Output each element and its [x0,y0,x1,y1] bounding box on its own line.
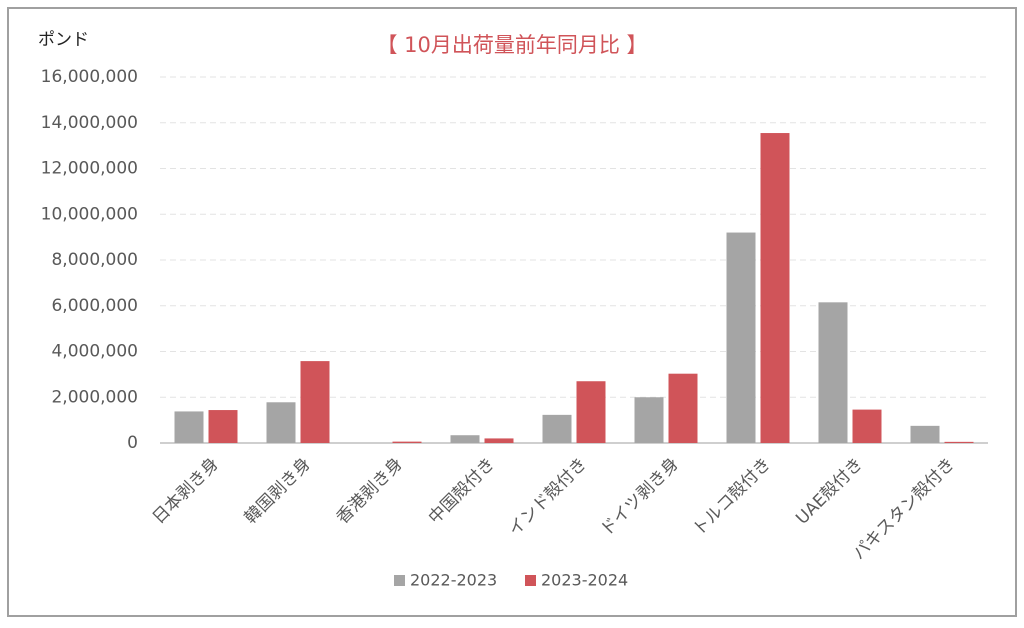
legend-swatch [525,575,536,586]
bar [634,397,664,443]
bar [484,438,514,443]
bar [818,302,848,443]
y-tick-label: 2,000,000 [51,387,138,407]
bar [174,411,204,443]
legend-label: 2023-2024 [541,571,628,590]
bar [300,361,330,443]
y-tick-label: 12,000,000 [41,159,138,179]
y-tick-label: 6,000,000 [51,296,138,316]
bar [208,410,238,443]
bar [450,435,480,443]
bar [726,232,756,443]
bar [910,425,940,443]
bar [542,414,572,443]
bar [266,402,296,443]
y-tick-label: 8,000,000 [51,250,138,270]
y-tick-label: 4,000,000 [51,342,138,362]
y-tick-label: 16,000,000 [41,67,138,87]
legend-label: 2022-2023 [410,571,497,590]
bar [392,441,422,443]
bar [668,373,698,443]
bar [852,409,882,443]
y-tick-label: 0 [127,433,138,453]
y-tick-label: 14,000,000 [41,113,138,133]
y-axis-label: ポンド [38,30,89,50]
chart-title: 【 10月出荷量前年同月比 】 [376,33,647,57]
bar [576,381,606,443]
bar [760,133,790,443]
y-tick-label: 10,000,000 [41,204,138,224]
legend-swatch [394,575,405,586]
chart-border [7,7,1017,617]
bar [944,441,974,443]
